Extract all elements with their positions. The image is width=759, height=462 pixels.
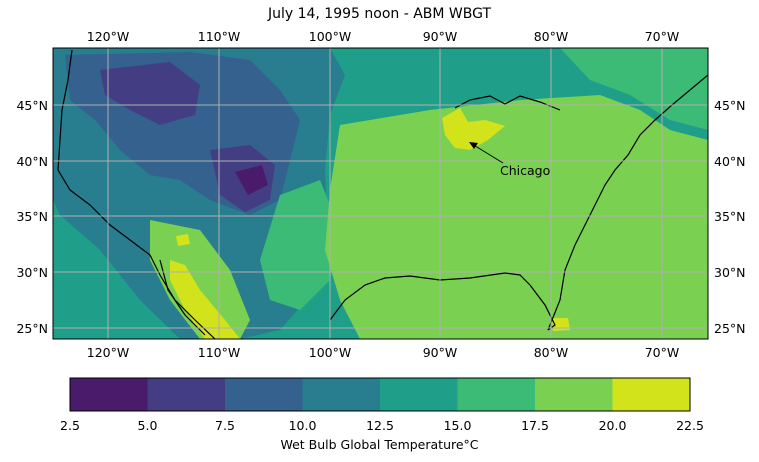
- lon-tick-top: 100°W: [309, 29, 351, 44]
- colorbar: 2.5 5.0 7.5 10.0 12.5 15.0 17.5 20.0 22.…: [60, 377, 704, 433]
- colorbar-tick: 2.5: [60, 418, 80, 433]
- lon-ticks-bottom: 120°W 110°W 100°W 90°W 80°W 70°W: [87, 345, 679, 360]
- colorbar-tick: 5.0: [138, 418, 158, 433]
- colorbar-swatch: [147, 378, 225, 411]
- lon-tick-bottom: 90°W: [423, 345, 458, 360]
- lat-tick-right: 30°N: [714, 265, 746, 280]
- colorbar-tick: 20.0: [599, 418, 627, 433]
- lat-tick-left: 40°N: [16, 154, 48, 169]
- coastlines: [57, 49, 708, 339]
- great-lakes-shore: [454, 95, 561, 111]
- field-east-warm: [325, 95, 708, 339]
- colorbar-label: Wet Bulb Global Temperature°C: [280, 437, 479, 452]
- field-rockies-cold: [100, 62, 200, 125]
- field-northeast-cool: [560, 48, 708, 130]
- colorbar-tick: 22.5: [676, 418, 704, 433]
- lon-tick-bottom: 110°W: [198, 345, 240, 360]
- lon-tick-bottom: 70°W: [645, 345, 680, 360]
- chicago-annotation: Chicago: [500, 163, 550, 178]
- lat-ticks-right: 45°N 40°N 35°N 30°N 25°N: [714, 98, 746, 336]
- lat-ticks-left: 45°N 40°N 35°N 30°N 25°N: [16, 98, 48, 336]
- map-title: July 14, 1995 noon - ABM WBGT: [267, 6, 492, 22]
- colorbar-swatches: [70, 378, 690, 411]
- colorbar-ticks: 2.5 5.0 7.5 10.0 12.5 15.0 17.5 20.0 22.…: [60, 418, 704, 433]
- colorbar-frame: [69, 377, 691, 412]
- lat-tick-left: 30°N: [16, 265, 48, 280]
- colorbar-swatch: [612, 378, 690, 411]
- atlantic-coast: [547, 74, 708, 331]
- lon-tick-top: 110°W: [198, 29, 240, 44]
- colorbar-tick: 7.5: [215, 418, 235, 433]
- chicago-arrow: [469, 142, 504, 164]
- gridlines: [53, 48, 708, 339]
- field-az-hot: [176, 234, 190, 246]
- lat-tick-right: 40°N: [714, 154, 746, 169]
- lon-tick-bottom: 120°W: [87, 345, 129, 360]
- lon-tick-top: 70°W: [645, 29, 680, 44]
- lon-tick-top: 90°W: [423, 29, 458, 44]
- colorbar-tick: 17.5: [521, 418, 549, 433]
- colorbar-swatch: [380, 378, 458, 411]
- colorbar-tick: 15.0: [444, 418, 472, 433]
- field-southwest-warm: [150, 220, 250, 339]
- baja-coast: [159, 259, 206, 336]
- lat-tick-left: 35°N: [16, 209, 48, 224]
- lat-tick-right: 45°N: [714, 98, 746, 113]
- colorbar-tick: 10.0: [289, 418, 317, 433]
- field-plains-mid: [260, 180, 340, 310]
- colorbar-swatch: [535, 378, 613, 411]
- field-chicago-hot: [442, 108, 505, 150]
- field-colorado-coldest: [235, 165, 268, 195]
- map-frame: [52, 47, 709, 340]
- lon-tick-top: 120°W: [87, 29, 129, 44]
- colorbar-swatch: [302, 378, 380, 411]
- lon-tick-top: 80°W: [534, 29, 569, 44]
- lat-tick-left: 45°N: [16, 98, 48, 113]
- lon-tick-bottom: 100°W: [309, 345, 351, 360]
- lat-tick-right: 35°N: [714, 209, 746, 224]
- lat-tick-right: 25°N: [714, 321, 746, 336]
- map-area: [53, 48, 708, 339]
- field-baja-hot: [170, 260, 240, 339]
- colorbar-tick: 12.5: [366, 418, 394, 433]
- lon-tick-bottom: 80°W: [534, 345, 569, 360]
- colorbar-swatch: [70, 378, 148, 411]
- gulf-coast: [329, 272, 556, 331]
- lat-tick-left: 25°N: [16, 321, 48, 336]
- colorbar-swatch: [225, 378, 303, 411]
- lon-ticks-top: 120°W 110°W 100°W 90°W 80°W 70°W: [87, 29, 679, 44]
- colorbar-swatch: [457, 378, 535, 411]
